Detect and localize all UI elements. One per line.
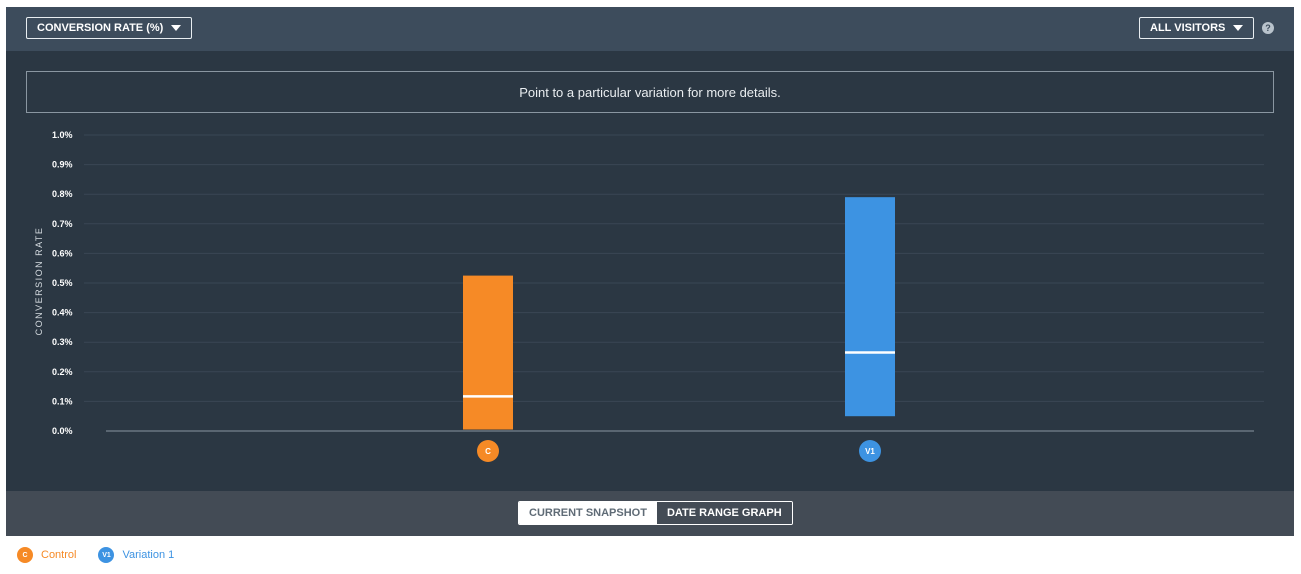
conversion-chart: 0.0% 0.1% 0.2% 0.3% 0.4% 0.5% 0.6% 0.7% 0.8% 0.9%…: [52, 130, 1264, 462]
variation-1-badge-icon: V1: [98, 547, 115, 563]
y-tick-label: 0.3%: [52, 337, 73, 347]
y-tick-label: 1.0%: [52, 130, 73, 140]
chevron-down-icon: [171, 25, 182, 31]
legend-label-variation-1: Variation 1: [122, 549, 175, 561]
variation-badge: [477, 440, 499, 462]
experiment-report-panel: CONVERSION RATE (%) ALL VISITORS ? Point…: [6, 7, 1294, 574]
y-tick-label: 0.8%: [52, 189, 73, 199]
legend-label-control: Control: [41, 549, 77, 561]
y-tick-label: 0.2%: [52, 367, 73, 377]
y-tick-label: 0.6%: [52, 248, 73, 258]
variation-badge-label: V1: [865, 447, 875, 456]
legend-item-variation-1[interactable]: V1 Variation 1: [98, 547, 174, 563]
variation-badge-label: C: [485, 447, 491, 456]
chart-panel: Point to a particular variation for more…: [6, 51, 1294, 491]
help-icon[interactable]: ?: [1262, 22, 1274, 34]
view-toggle: CURRENT SNAPSHOT DATE RANGE GRAPH: [518, 501, 793, 525]
metric-dropdown-label: CONVERSION RATE (%): [37, 22, 164, 34]
variation-badge: [859, 440, 881, 462]
chart-toolbar: CONVERSION RATE (%) ALL VISITORS ?: [6, 7, 1294, 51]
segment-dropdown-label: ALL VISITORS: [1150, 22, 1226, 34]
y-tick-label: 0.0%: [52, 426, 73, 436]
view-toggle-bar: CURRENT SNAPSHOT DATE RANGE GRAPH: [6, 491, 1294, 536]
metric-dropdown[interactable]: CONVERSION RATE (%): [26, 17, 193, 39]
range-bar: [463, 275, 513, 430]
control-badge-icon: C: [17, 547, 33, 563]
y-tick-label: 0.9%: [52, 160, 73, 170]
current-snapshot-tab[interactable]: CURRENT SNAPSHOT: [519, 502, 657, 524]
y-tick-label: 0.7%: [52, 219, 73, 229]
y-tick-label: 0.5%: [52, 278, 73, 288]
chevron-down-icon: [1233, 25, 1244, 31]
segment-dropdown[interactable]: ALL VISITORS: [1139, 17, 1255, 39]
info-text: Point to a particular variation for more…: [519, 84, 781, 100]
y-tick-label: 0.1%: [52, 396, 73, 406]
date-range-graph-tab[interactable]: DATE RANGE GRAPH: [656, 502, 792, 524]
info-box: Point to a particular variation for more…: [26, 71, 1274, 113]
y-tick-label: 0.4%: [52, 308, 73, 318]
range-bar: [845, 197, 895, 417]
legend-item-control[interactable]: C Control: [17, 547, 76, 563]
legend: C Control V1 Variation 1: [6, 536, 1294, 574]
